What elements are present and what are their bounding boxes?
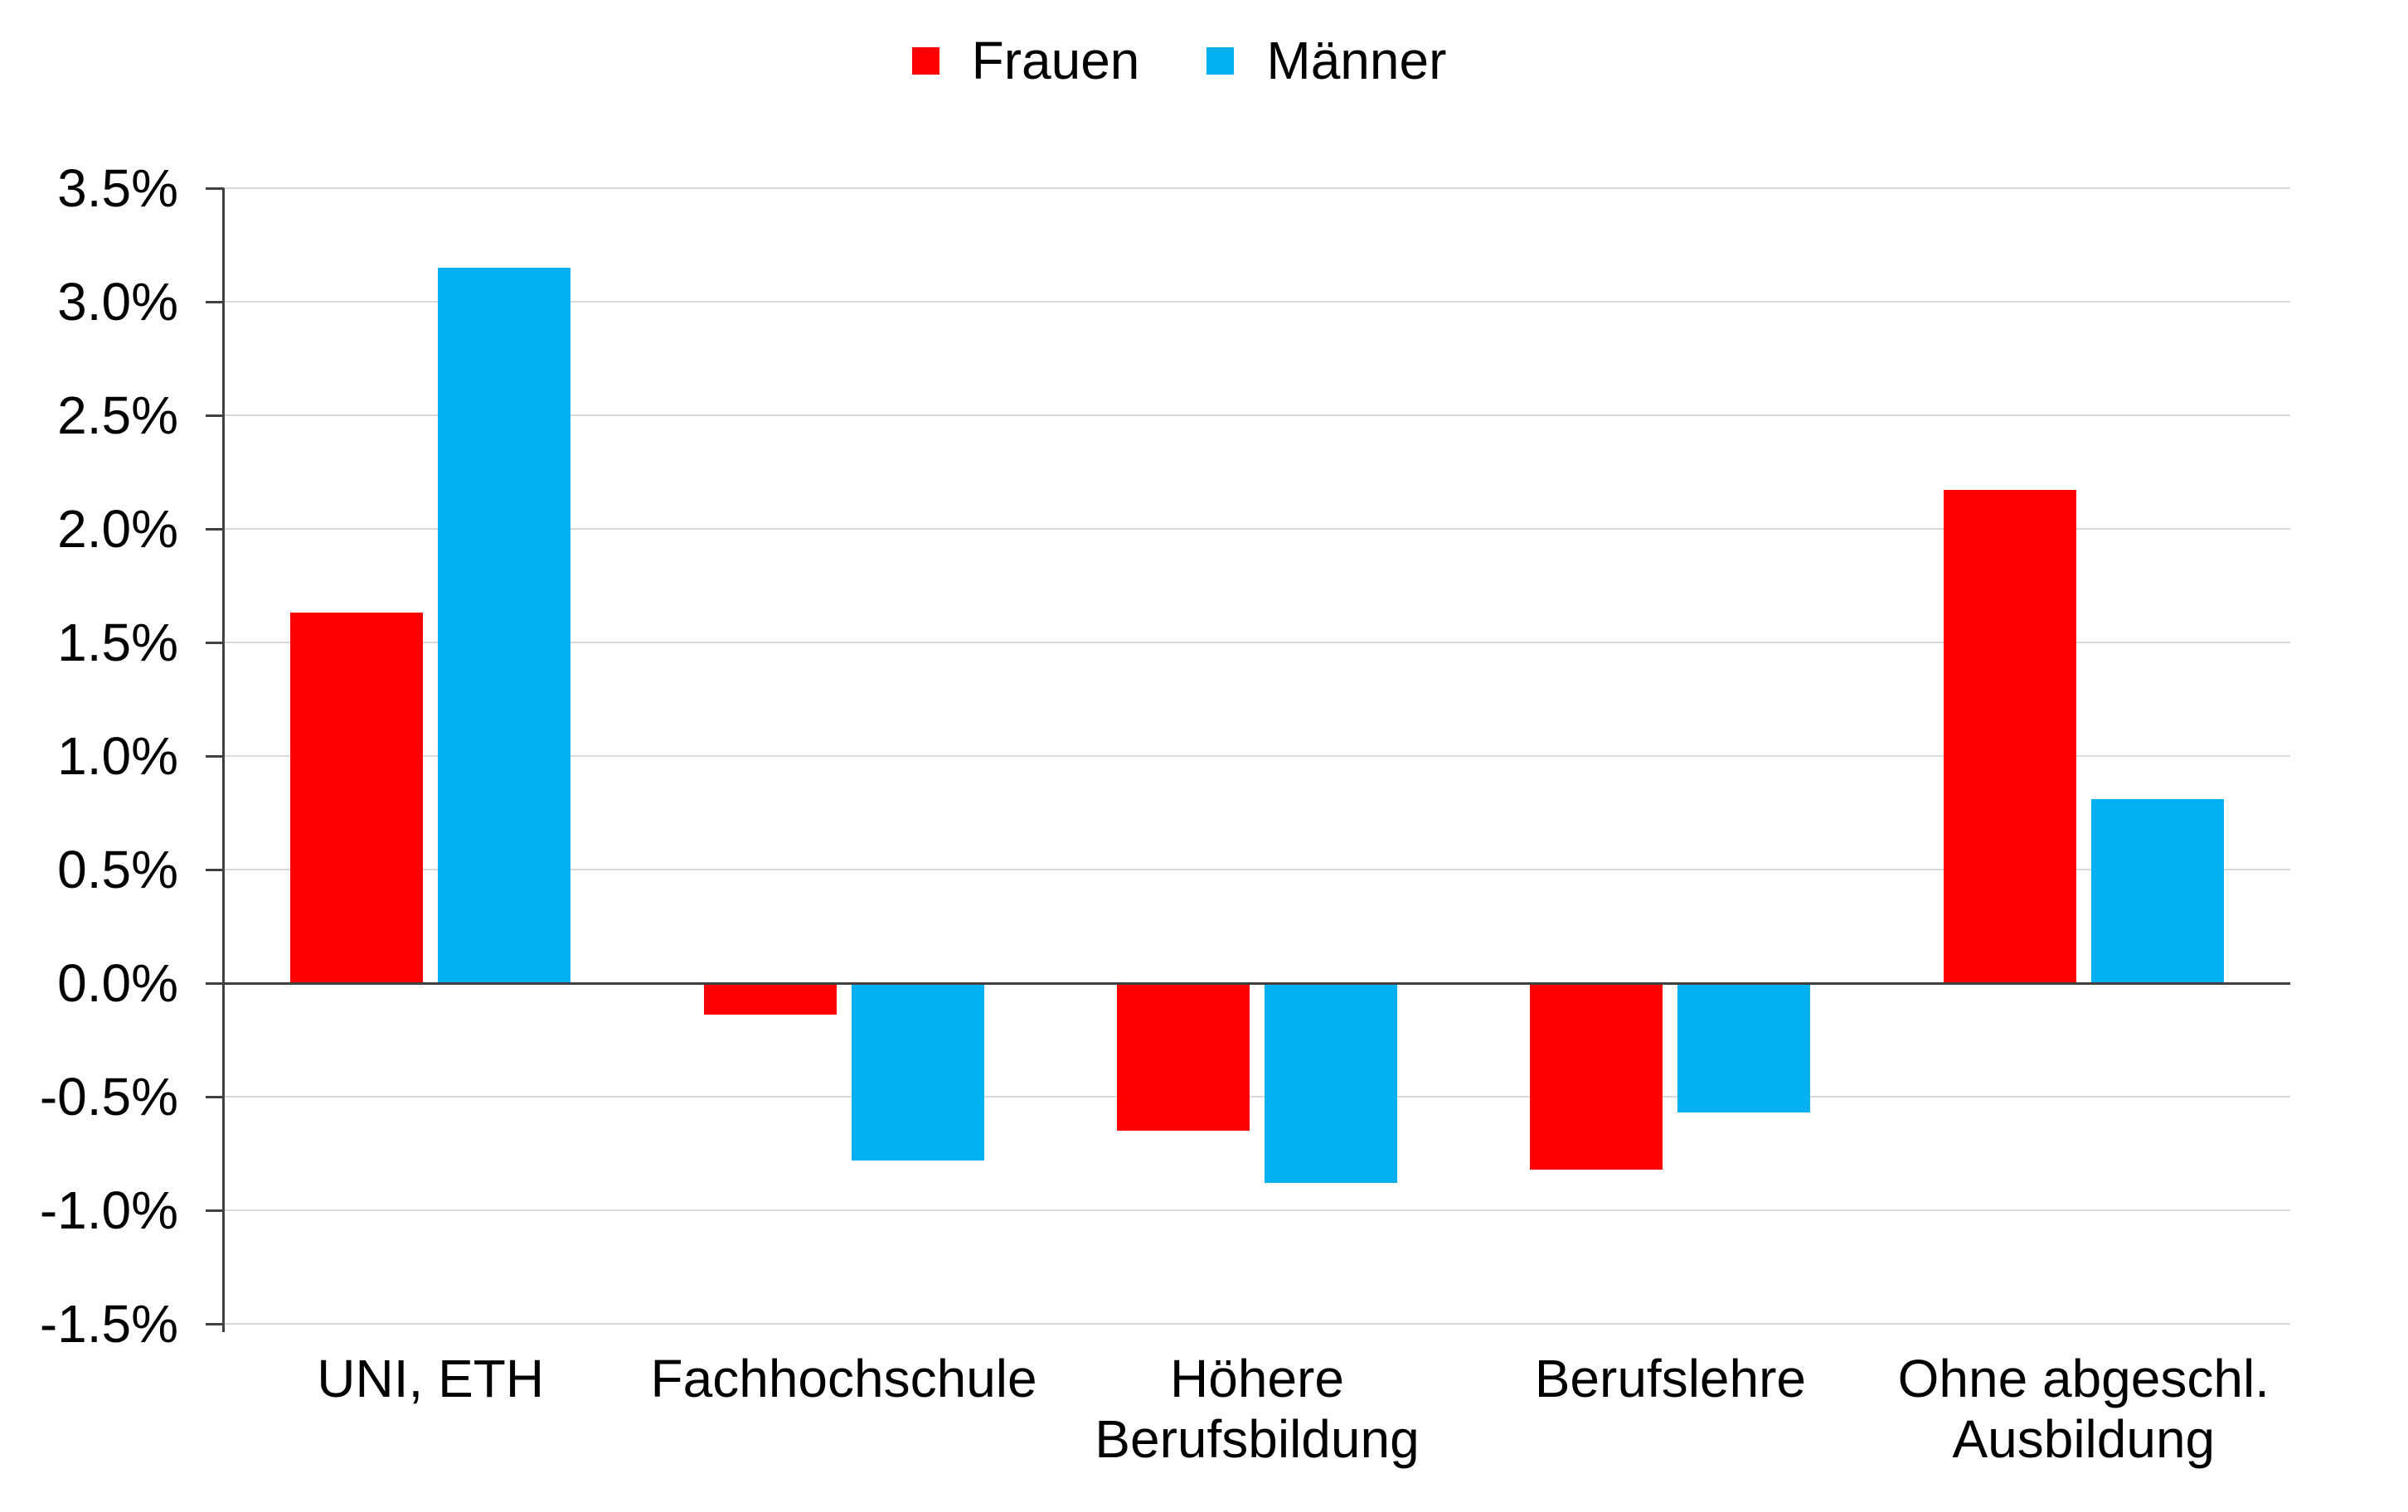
y-axis-line — [222, 188, 225, 1332]
y-axis-tick — [206, 642, 224, 644]
gridline-2-0 — [224, 528, 2290, 530]
legend-item-frauen: Frauen — [911, 31, 1140, 90]
y-axis-tick-label: 1.5% — [57, 613, 178, 672]
x-axis-label-fachhochschule: Fachhochschule — [650, 1349, 1037, 1408]
y-axis-tick-label: -1.0% — [39, 1180, 178, 1240]
gridline-1-5 — [224, 1323, 2290, 1325]
y-axis-tick-label: 0.0% — [57, 953, 178, 1013]
gridline-1-0 — [224, 1209, 2290, 1211]
x-axis-label-berufslehre: Berufslehre — [1534, 1349, 1807, 1408]
bar-maenner-ohne-abgeschl-ausbildung — [2090, 799, 2224, 983]
bar-maenner-uni-eth — [438, 267, 571, 983]
y-axis-tick — [206, 1096, 224, 1098]
y-axis-tick — [206, 755, 224, 758]
x-axis-label-hoehere-berufsbildung: Höhere Berufsbildung — [1095, 1349, 1420, 1469]
y-axis-tick — [206, 301, 224, 303]
gridline-3-0 — [224, 301, 2290, 303]
gridline-1-5 — [224, 642, 2290, 643]
y-axis-tick-label: 3.5% — [57, 158, 178, 218]
y-axis-tick-label: 2.5% — [57, 385, 178, 445]
zero-axis-line — [224, 982, 2290, 985]
y-axis-tick — [206, 1209, 224, 1212]
y-axis-tick-label: 1.0% — [57, 726, 178, 786]
y-axis-tick-label: -0.5% — [39, 1067, 178, 1127]
legend-label-maenner: Männer — [1266, 31, 1447, 90]
legend-label-frauen: Frauen — [971, 31, 1140, 90]
y-axis-tick — [206, 187, 224, 190]
y-axis-tick-label: -1.5% — [39, 1294, 178, 1354]
y-axis-tick-label: 3.0% — [57, 272, 178, 332]
gridline-3-5 — [224, 187, 2290, 189]
x-axis-label-uni-eth: UNI, ETH — [317, 1349, 545, 1408]
legend-item-maenner: Männer — [1206, 32, 1446, 90]
bar-frauen-ohne-abgeschl-ausbildung — [1943, 490, 2076, 983]
gridline-2-5 — [224, 414, 2290, 416]
y-axis-tick-label: 2.0% — [57, 499, 178, 559]
legend: Frauen Männer — [0, 32, 2408, 90]
bar-frauen-uni-eth — [290, 613, 424, 983]
y-axis-tick-label: 0.5% — [57, 840, 178, 899]
bar-maenner-hoehere-berufsbildung — [1265, 983, 1397, 1184]
y-axis-tick — [206, 982, 224, 985]
bar-frauen-fachhochschule — [703, 983, 837, 1015]
gridline-0-5 — [224, 869, 2290, 870]
y-axis-tick — [206, 1323, 224, 1325]
bar-frauen-hoehere-berufsbildung — [1117, 983, 1250, 1132]
y-axis-tick — [206, 869, 224, 871]
legend-swatch-maenner-icon — [1206, 46, 1235, 75]
y-axis-tick — [206, 414, 224, 417]
gridline-0-5 — [224, 1096, 2290, 1098]
bar-frauen-berufslehre — [1530, 983, 1663, 1170]
bar-maenner-berufslehre — [1677, 983, 1811, 1113]
gridline-1-0 — [224, 755, 2290, 757]
x-axis-label-ohne-abgeschl-ausbildung: Ohne abgeschl. Ausbildung — [1897, 1349, 2270, 1469]
bar-maenner-fachhochschule — [851, 983, 984, 1161]
y-axis-tick — [206, 528, 224, 531]
legend-swatch-frauen-icon — [911, 46, 939, 75]
